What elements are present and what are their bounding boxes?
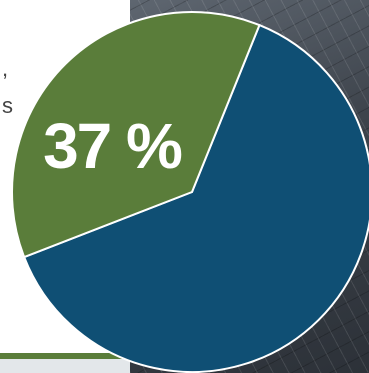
text-fragment-s: s	[2, 93, 13, 118]
text-fragment-comma: ,	[2, 56, 9, 81]
pie-slice-blue	[22, 23, 369, 373]
bottom-strip	[0, 359, 130, 373]
pie-slice-green	[11, 11, 261, 259]
pie-slice-green-label: 37 %	[43, 110, 182, 182]
green-divider	[0, 353, 130, 359]
